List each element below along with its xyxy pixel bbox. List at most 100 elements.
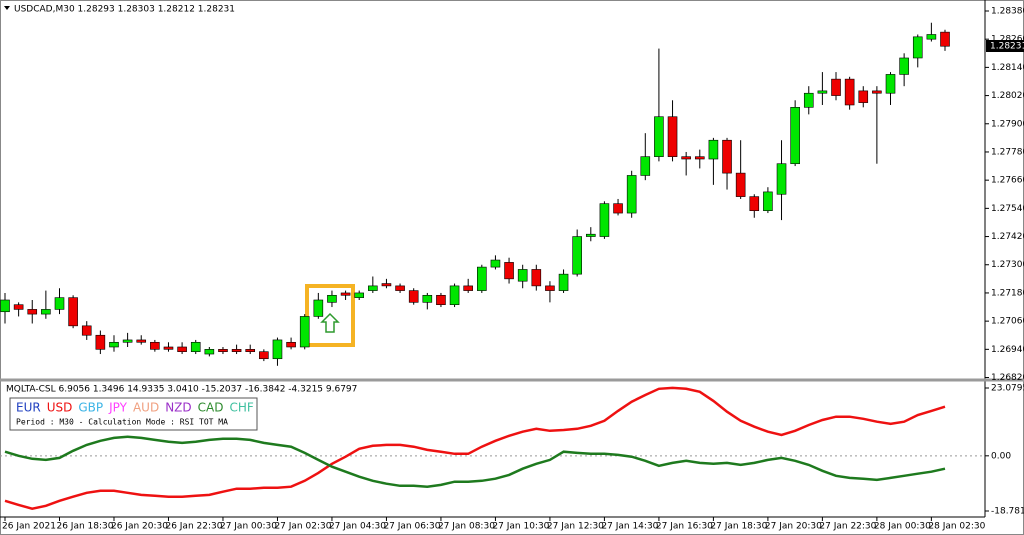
candle-body bbox=[122, 339, 133, 343]
candle-body bbox=[13, 304, 24, 310]
candle-body bbox=[0, 299, 10, 313]
candle-body bbox=[490, 259, 501, 268]
y-tick-label: 1.27900 bbox=[991, 119, 1024, 129]
x-tick-label: 27 Jan 12:30 bbox=[547, 522, 604, 532]
candle-body bbox=[885, 74, 896, 94]
candle-body bbox=[449, 285, 460, 305]
y-tick-label: 1.27780 bbox=[991, 147, 1024, 157]
x-tick-label: 28 Jan 02:30 bbox=[928, 522, 985, 532]
x-tick-label: 27 Jan 08:30 bbox=[438, 522, 495, 532]
legend-entry: AUD bbox=[133, 401, 159, 415]
y-tick-label: 1.28380 bbox=[991, 6, 1024, 16]
candle-body bbox=[95, 334, 106, 350]
candle-body bbox=[41, 309, 51, 315]
y-tick-label: 1.27660 bbox=[991, 176, 1024, 186]
x-tick-label: 26 Jan 22:30 bbox=[165, 522, 222, 532]
candle-body bbox=[368, 285, 378, 291]
candle-body bbox=[858, 90, 869, 103]
candle-body bbox=[204, 349, 215, 355]
candle-body bbox=[790, 107, 800, 165]
candle-body bbox=[640, 156, 651, 176]
candle-body bbox=[299, 316, 310, 348]
candle-body bbox=[585, 233, 596, 237]
legend-note: Period : M30 - Calculation Mode : RSI TO… bbox=[16, 418, 228, 427]
candle-body bbox=[694, 156, 705, 160]
candle-body bbox=[558, 273, 569, 291]
candle-body bbox=[912, 36, 923, 59]
legend-entry: CAD bbox=[198, 401, 224, 415]
candle-body bbox=[613, 203, 623, 214]
candle-body bbox=[681, 156, 691, 160]
candle-body bbox=[899, 57, 909, 75]
y-tick-label: 23.0795 bbox=[991, 383, 1024, 393]
candle-body bbox=[245, 349, 256, 352]
candle-body bbox=[763, 191, 773, 212]
indicator-line bbox=[4, 435, 946, 488]
candle-body bbox=[940, 31, 950, 47]
x-tick-label: 28 Jan 00:30 bbox=[874, 522, 931, 532]
candle-body bbox=[477, 266, 487, 291]
candle-body bbox=[109, 341, 119, 348]
candle-body bbox=[667, 116, 678, 157]
x-tick-label: 27 Jan 06:30 bbox=[383, 522, 440, 532]
legend-entry: EUR bbox=[16, 401, 41, 415]
y-tick-label: 1.27540 bbox=[991, 204, 1024, 214]
menu-arrow[interactable] bbox=[4, 6, 10, 10]
y-tick-label: 1.26820 bbox=[991, 373, 1024, 383]
candle-body bbox=[408, 290, 419, 303]
candle-body bbox=[626, 175, 637, 214]
y-tick-label: 1.27060 bbox=[991, 317, 1024, 327]
candle-body bbox=[463, 285, 473, 291]
x-tick-label: 26 Jan 20:30 bbox=[111, 522, 168, 532]
y-tick-label: 1.27420 bbox=[991, 232, 1024, 242]
candle-body bbox=[776, 163, 787, 195]
candle-body bbox=[749, 196, 760, 212]
candle-body bbox=[81, 325, 92, 336]
x-tick-label: 27 Jan 14:30 bbox=[601, 522, 658, 532]
candle-body bbox=[831, 78, 841, 96]
candle-body bbox=[286, 341, 296, 348]
legend-entry: JPY bbox=[108, 401, 128, 415]
legend-entry: NZD bbox=[165, 401, 191, 415]
candle-body bbox=[68, 297, 78, 327]
buy-arrow bbox=[320, 312, 340, 333]
x-tick-label: 27 Jan 04:30 bbox=[329, 522, 386, 532]
legend-box bbox=[9, 397, 258, 431]
x-tick-label: 26 Jan 18:30 bbox=[56, 522, 113, 532]
candle-body bbox=[926, 34, 937, 40]
x-tick-label: 27 Jan 20:30 bbox=[765, 522, 822, 532]
candle-body bbox=[313, 299, 324, 317]
candle-body bbox=[381, 283, 392, 287]
x-tick-label: 27 Jan 22:30 bbox=[819, 522, 876, 532]
candle-body bbox=[27, 309, 38, 315]
x-tick-label: 27 Jan 18:30 bbox=[710, 522, 767, 532]
legend-entry: USD bbox=[47, 401, 73, 415]
indicator-line bbox=[4, 386, 946, 510]
legend-entry: GBP bbox=[78, 401, 103, 415]
candle-body bbox=[354, 292, 365, 298]
candle-body bbox=[872, 90, 882, 94]
x-tick-label: 27 Jan 16:30 bbox=[656, 522, 713, 532]
chart-title: USDCAD,M30 1.28293 1.28303 1.28212 1.282… bbox=[14, 5, 235, 15]
last-price-bg bbox=[986, 39, 1024, 52]
candle-body bbox=[231, 349, 242, 352]
candle-body bbox=[844, 78, 855, 106]
x-tick-label: 27 Jan 02:30 bbox=[274, 522, 331, 532]
candle-body bbox=[722, 139, 732, 174]
y-tick-label: 0.00 bbox=[991, 451, 1011, 461]
candle-body bbox=[803, 92, 814, 108]
last-price-label: 1.28231 bbox=[990, 41, 1024, 51]
candle-body bbox=[654, 116, 664, 157]
candle-body bbox=[517, 269, 528, 282]
candle-body bbox=[136, 339, 147, 343]
candle-body bbox=[163, 346, 174, 350]
candle-body bbox=[218, 349, 228, 352]
candle-body bbox=[272, 339, 283, 360]
candle-body bbox=[150, 341, 160, 350]
highlight-box bbox=[305, 284, 355, 347]
candle-body bbox=[817, 90, 828, 94]
y-tick-label: 1.28020 bbox=[991, 91, 1024, 101]
x-tick-label: 26 Jan 2021 bbox=[2, 522, 56, 532]
candle-body bbox=[327, 294, 337, 303]
